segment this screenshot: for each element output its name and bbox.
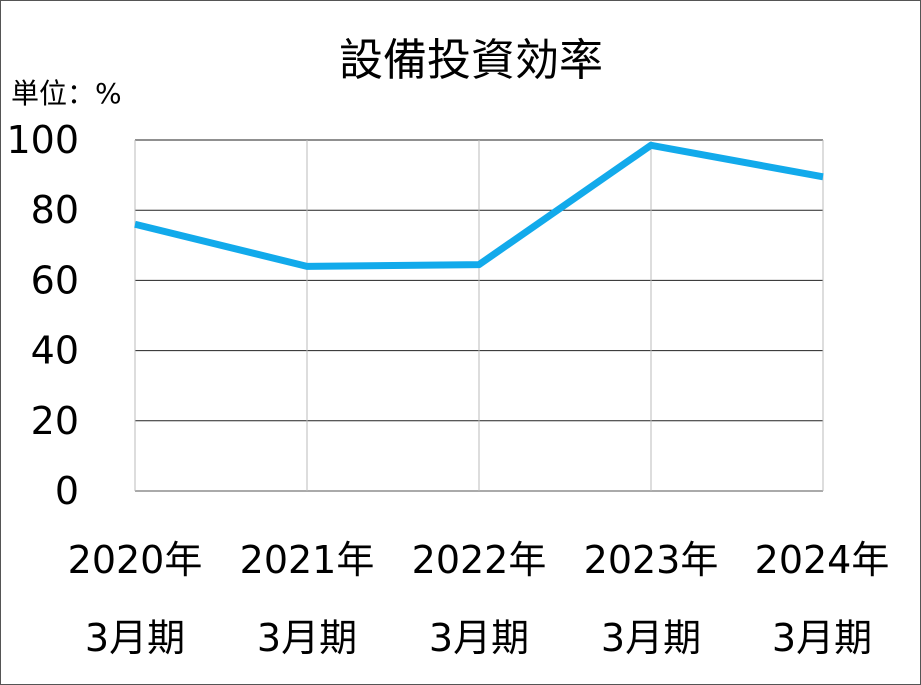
x-tick-label: 2020年	[68, 538, 203, 582]
chart-title: 設備投資効率	[339, 35, 603, 86]
y-tick-label: 40	[31, 329, 79, 373]
x-tick-label: 3月期	[772, 616, 872, 660]
x-tick-label: 2023年	[584, 538, 719, 582]
y-tick-label: 100	[6, 118, 79, 162]
x-axis-labels: 2020年 3月期 2021年 3月期 2022年 3月期 2023年 3月期 2024年 3月期	[68, 538, 890, 660]
x-tick-label: 2024年	[755, 538, 890, 582]
y-axis-ticks: 0 20 40 60 80 100	[6, 118, 79, 513]
series-line-0	[134, 141, 824, 270]
y-tick-label: 20	[31, 399, 79, 443]
x-tick-label: 3月期	[85, 616, 185, 660]
unit-label: 単位：%	[11, 77, 122, 110]
x-tick-label: 3月期	[257, 616, 357, 660]
x-tick-label: 2021年	[240, 538, 375, 582]
y-tick-label: 60	[31, 258, 79, 302]
x-tick-label: 3月期	[429, 616, 529, 660]
y-tick-label: 0	[55, 469, 79, 513]
y-tick-label: 80	[31, 188, 79, 232]
gridlines	[134, 139, 824, 492]
series-group	[134, 141, 824, 270]
x-tick-label: 2022年	[412, 538, 547, 582]
x-tick-label: 3月期	[601, 616, 701, 660]
